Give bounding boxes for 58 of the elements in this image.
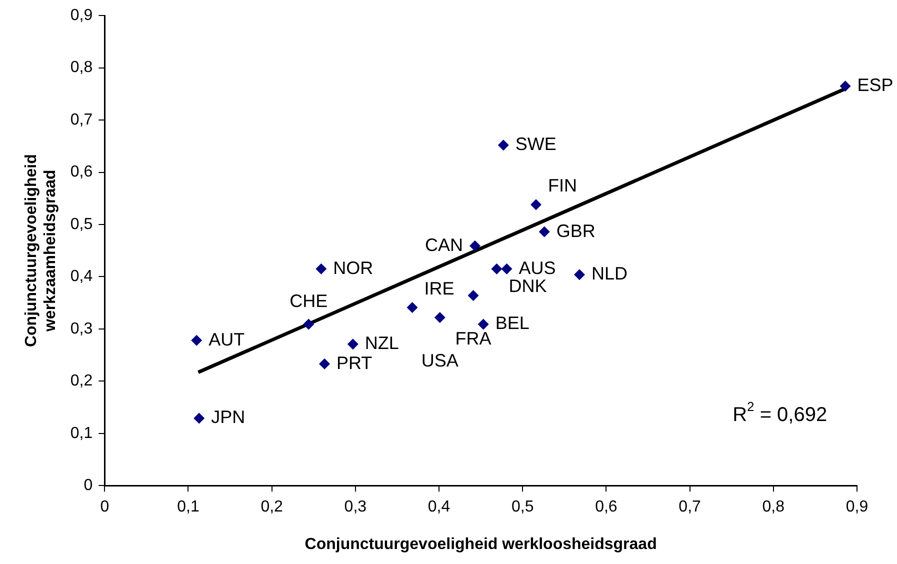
x-tick-label: 0,6: [595, 498, 618, 516]
y-tick-label: 0,7: [70, 111, 93, 128]
y-axis-title: Conjunctuurgevoeligheid werkzaamheidsgraad: [23, 154, 60, 348]
annotation: FRA: [455, 328, 492, 348]
point: [574, 269, 585, 280]
annotation: FIN: [548, 176, 577, 196]
annotation: SWE: [515, 134, 556, 154]
annotation: ESP: [857, 75, 894, 96]
annotation: JPN: [211, 407, 246, 428]
annotation: PRT: [336, 352, 372, 373]
y-tick-label: 0: [84, 477, 93, 494]
x-axis-title: Conjunctuurgevoeligheid werkloosheidsgraad: [304, 536, 657, 553]
annotation: AUT: [208, 329, 245, 350]
y-tick-label: 0,5: [70, 216, 93, 233]
point: [840, 80, 851, 92]
point: [530, 199, 542, 210]
y-tick-label: 0,6: [70, 164, 93, 181]
point: [468, 290, 479, 302]
y-tick-label: 0,2: [70, 372, 93, 390]
x-tick-label: 0,9: [846, 498, 868, 516]
annotation: NOR: [333, 258, 374, 278]
y-tick-label: 0,1: [70, 424, 93, 442]
point: [406, 302, 418, 314]
x-tick-label: 0,3: [344, 498, 367, 516]
x-tick-label: 0,4: [428, 498, 450, 516]
x-tick-label: 0,5: [511, 498, 534, 516]
y-tick-label: 0,8: [70, 59, 93, 76]
point: [319, 358, 330, 370]
annotation: NLD: [591, 264, 628, 284]
point: [491, 263, 502, 274]
x-tick-label: 0,2: [260, 498, 284, 516]
point: [434, 312, 446, 323]
annotation: USA: [421, 350, 458, 370]
annotation: DNK: [508, 276, 547, 296]
point: [316, 263, 327, 274]
annotation: AUS: [518, 258, 556, 278]
annotation: CAN: [424, 234, 463, 255]
point: [478, 318, 489, 330]
point: [194, 412, 205, 424]
y-tick-label: 0,3: [70, 320, 93, 338]
x-tick-label: 0: [100, 498, 110, 516]
x-tick-label: 0,7: [678, 498, 702, 516]
annotation: IRE: [424, 278, 454, 298]
x-tick-label: 0,8: [762, 498, 785, 516]
y-tick-label: 0,9: [70, 7, 93, 24]
point: [347, 338, 358, 350]
annotation: NZL: [364, 333, 399, 354]
annotation: BEL: [495, 313, 530, 334]
y-tick-label: 0,4: [70, 268, 93, 286]
point: [191, 334, 202, 346]
point: [501, 263, 512, 274]
annotation: GBR: [556, 220, 596, 241]
point: [469, 240, 480, 252]
point: [498, 140, 509, 151]
point: [538, 226, 550, 238]
annotation: CHE: [290, 291, 328, 312]
point: [303, 318, 314, 330]
x-tick-label: 0,1: [177, 498, 200, 516]
